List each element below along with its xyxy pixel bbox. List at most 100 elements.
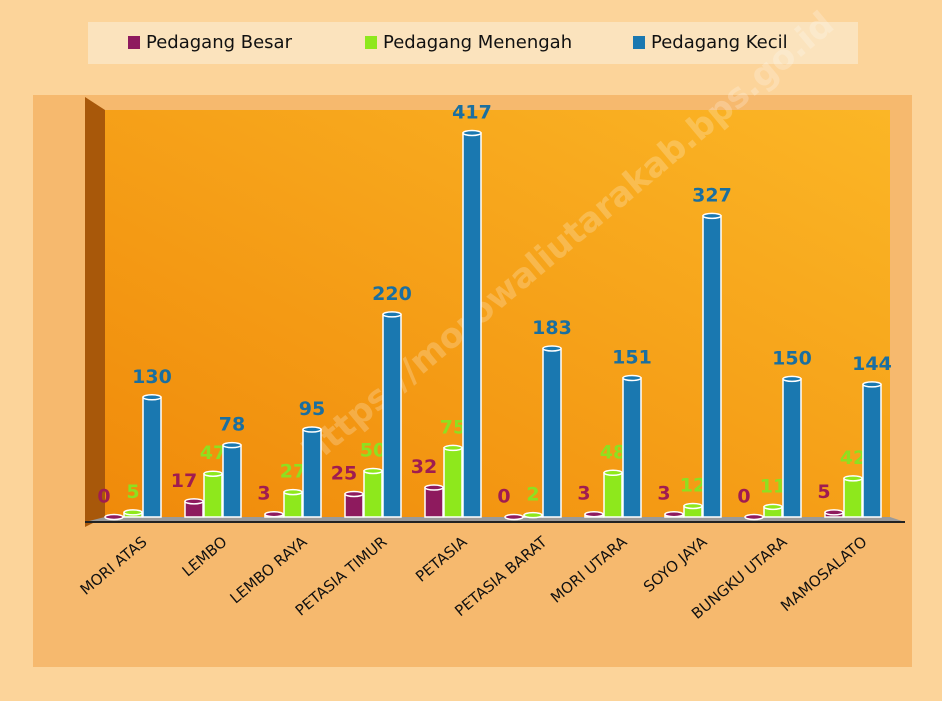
bar-cap <box>702 212 722 220</box>
legend-box <box>88 22 858 64</box>
data-label: 3 <box>577 483 590 505</box>
bar <box>782 375 802 518</box>
bar-body <box>283 491 303 518</box>
data-label: 151 <box>612 346 652 368</box>
bar-cap <box>344 490 364 498</box>
floor <box>85 517 905 522</box>
data-label: 95 <box>299 398 325 420</box>
bar-body <box>382 313 402 518</box>
legend-label: Pedagang Menengah <box>383 32 572 53</box>
bar-cap <box>222 441 242 449</box>
data-label: 2 <box>526 484 539 506</box>
bar <box>424 484 444 518</box>
data-label: 75 <box>440 416 466 438</box>
bar-body <box>843 477 863 518</box>
data-label: 220 <box>372 283 412 305</box>
bar-cap <box>462 129 482 137</box>
bar-cap <box>302 426 322 433</box>
bar <box>763 503 783 518</box>
bar <box>683 502 703 518</box>
bar <box>283 488 303 518</box>
bar <box>363 467 383 518</box>
bar-body <box>424 486 444 518</box>
bar <box>824 509 844 518</box>
bar <box>443 444 463 518</box>
bar <box>843 475 863 518</box>
bar <box>584 510 604 518</box>
bar-cap <box>664 510 684 518</box>
bar-body <box>622 377 642 518</box>
data-label: 3 <box>257 483 270 505</box>
bar <box>744 513 764 521</box>
bar <box>702 212 722 518</box>
bar-body <box>363 470 383 518</box>
bar-body <box>782 378 802 518</box>
bar-cap <box>504 513 524 521</box>
bar-body <box>142 396 162 518</box>
data-label: 17 <box>171 470 197 492</box>
bar-cap <box>523 511 543 519</box>
bar <box>344 490 364 518</box>
bar-cap <box>542 345 562 352</box>
bar-cap <box>603 469 623 477</box>
bar-cap <box>584 510 604 518</box>
side-wall <box>85 97 105 527</box>
data-label: 78 <box>219 414 245 436</box>
data-label: 327 <box>692 184 732 206</box>
bar-cap <box>184 498 204 505</box>
bar-body <box>702 215 722 518</box>
legend-label: Pedagang Kecil <box>651 32 788 53</box>
bar <box>142 394 162 518</box>
bar-body <box>862 383 882 518</box>
bar-cap <box>824 509 844 516</box>
data-label: 417 <box>452 102 492 124</box>
bar-cap <box>382 311 402 318</box>
bar <box>664 510 684 518</box>
data-label: 0 <box>737 486 750 508</box>
bar-cap <box>264 510 284 518</box>
bar <box>184 498 204 518</box>
data-label: 130 <box>132 366 172 388</box>
bar-cap <box>424 484 444 491</box>
data-label: 0 <box>497 486 510 508</box>
bar-body <box>542 347 562 518</box>
bar-cap <box>622 374 642 382</box>
data-label: 183 <box>532 317 572 339</box>
bar-body <box>443 447 463 518</box>
data-label: 27 <box>280 461 306 483</box>
legend-swatch <box>365 36 377 49</box>
bar-cap <box>104 513 124 521</box>
bar-cap <box>683 502 703 510</box>
data-label: 32 <box>411 456 437 478</box>
bar-cap <box>363 467 383 475</box>
bar <box>462 129 482 518</box>
bar-cap <box>123 509 143 516</box>
bar <box>203 470 223 518</box>
bar <box>523 511 543 519</box>
bar <box>264 510 284 518</box>
legend-swatch <box>128 36 140 49</box>
bar <box>302 426 322 518</box>
data-label: 5 <box>817 481 830 503</box>
bar-body <box>462 132 482 518</box>
bar-cap <box>862 381 882 388</box>
bar-body <box>203 472 223 518</box>
data-label: 11 <box>760 475 786 497</box>
data-label: 144 <box>852 353 892 375</box>
bar <box>222 441 242 518</box>
legend-swatch <box>633 36 645 49</box>
data-label: 50 <box>360 439 386 461</box>
bar <box>382 311 402 518</box>
data-label: 42 <box>840 447 866 469</box>
bar-cap <box>142 394 162 401</box>
bar-cap <box>443 444 463 452</box>
bar <box>123 509 143 518</box>
data-label: 3 <box>657 483 670 505</box>
bar <box>104 513 124 521</box>
bar-cap <box>763 503 783 511</box>
data-label: 47 <box>200 442 226 464</box>
bar-cap <box>843 475 863 482</box>
bar <box>504 513 524 521</box>
bar-body <box>302 428 322 518</box>
